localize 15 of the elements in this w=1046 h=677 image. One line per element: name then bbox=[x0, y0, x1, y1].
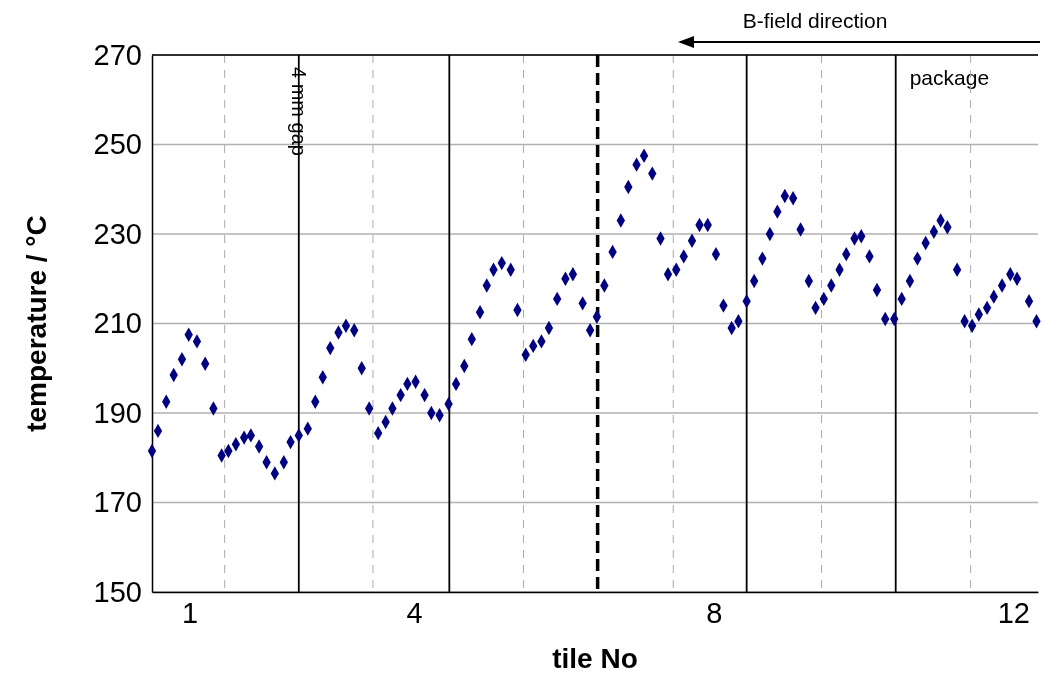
x-tick-label: 8 bbox=[706, 596, 723, 629]
text: B-field direction bbox=[742, 9, 888, 32]
y-tick-label: 230 bbox=[93, 217, 142, 250]
y-axis-title: temperature / °C bbox=[21, 215, 52, 432]
x-tick-label: 4 bbox=[406, 596, 423, 629]
y-tick-label: 170 bbox=[93, 486, 142, 519]
y-tick-label: 150 bbox=[93, 575, 142, 608]
x-tick-label: 1 bbox=[181, 596, 199, 629]
x-tick-label: 12 bbox=[997, 596, 1030, 629]
y-tick-label: 190 bbox=[93, 396, 142, 429]
y-tick-label: 250 bbox=[93, 128, 142, 161]
ref-line-label: package bbox=[909, 66, 990, 89]
y-tick-label: 270 bbox=[93, 38, 142, 71]
y-tick-label: 210 bbox=[93, 307, 142, 340]
x-axis-title: tile No bbox=[552, 643, 638, 674]
